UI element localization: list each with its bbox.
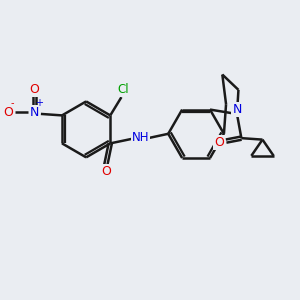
Text: O: O: [214, 136, 224, 149]
Text: +: +: [35, 98, 44, 108]
Text: O: O: [101, 165, 111, 178]
Text: N: N: [232, 103, 242, 116]
Text: O: O: [29, 83, 39, 96]
Text: NH: NH: [132, 131, 149, 144]
Text: O: O: [4, 106, 14, 119]
Text: -: -: [11, 98, 14, 108]
Text: Cl: Cl: [117, 83, 129, 96]
Text: N: N: [30, 106, 39, 119]
